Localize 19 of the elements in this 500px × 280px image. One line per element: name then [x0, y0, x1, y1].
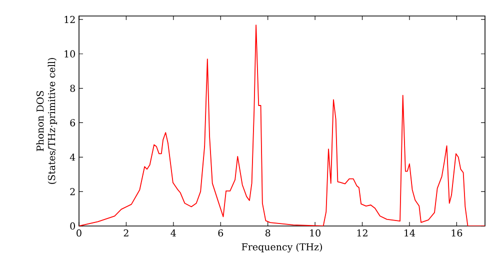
x-tick-label: 0	[76, 229, 82, 237]
y-axis-title: Phonon DOS (States/THz·primitive cell)	[36, 58, 58, 184]
y-tick-label: 0	[70, 222, 75, 230]
x-tick-label: 8	[265, 229, 270, 237]
y-tick-label: 10	[64, 50, 75, 58]
x-tick-label: 4	[170, 229, 176, 236]
x-axis-title: Frequency (THz)	[242, 243, 322, 252]
y-tick-label: 12	[64, 16, 75, 23]
x-tick-label: 12	[357, 229, 368, 236]
y-tick-label: 8	[70, 84, 75, 92]
x-tick-label: 6	[218, 229, 224, 237]
line-series	[79, 24, 486, 226]
x-tick-label: 14	[404, 229, 416, 236]
y-tick-label: 6	[70, 119, 76, 126]
x-tick-label: 2	[124, 229, 128, 236]
y-tick-label: 4	[70, 154, 76, 161]
x-tick-label: 16	[452, 229, 462, 237]
x-tick-label: 10	[310, 229, 320, 237]
y-tick-label: 2	[70, 188, 75, 196]
